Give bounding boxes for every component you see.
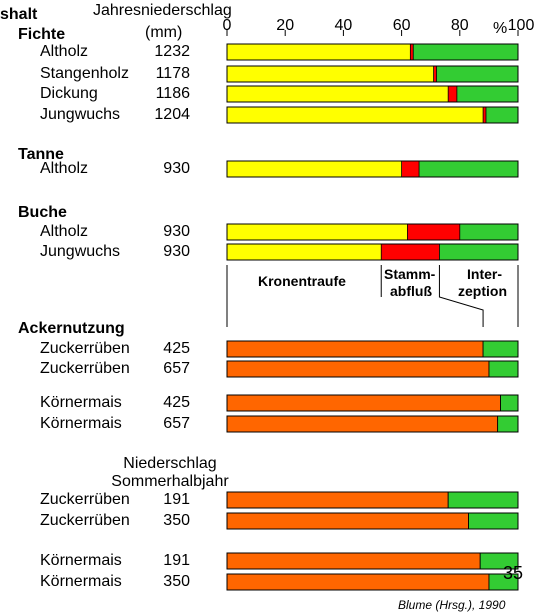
row-precipitation-value: 930 — [140, 243, 190, 261]
row-label: Jungwuchs — [40, 106, 120, 124]
row-label: Körnermais — [40, 415, 122, 433]
row-label: Zuckerrüben — [40, 512, 130, 530]
percent-unit-label: % — [493, 20, 507, 38]
bar-segment-interzeption — [448, 492, 518, 508]
row-precipitation-value: 930 — [140, 160, 190, 178]
x-tick-label: 20 — [276, 17, 294, 34]
x-tick-label: 80 — [451, 17, 469, 34]
row-label: Dickung — [40, 85, 98, 103]
bar-segment-kronentraufe — [227, 244, 381, 260]
row-precipitation-value: 425 — [140, 394, 190, 412]
group-heading-ackernutzung: Ackernutzung — [18, 320, 125, 338]
bar-segment-kronentraufe — [227, 161, 402, 177]
niederschlag-header: Niederschlag — [100, 455, 240, 473]
bar-segment-kronentraufe — [227, 361, 489, 377]
bar-segment-interzeption — [498, 416, 518, 432]
x-tick-label: 60 — [393, 17, 411, 34]
bar-segment-stammabfluss — [434, 66, 437, 82]
legend-interzeption-1: Inter- — [467, 266, 502, 282]
row-precipitation-value: 350 — [140, 573, 190, 591]
row-label: Stangenholz — [40, 65, 129, 83]
title-fragment: shalt — [0, 6, 37, 24]
row-label: Zuckerrüben — [40, 360, 130, 378]
legend-kronentraufe: Kronentraufe — [258, 273, 346, 289]
bar-segment-interzeption — [501, 395, 518, 411]
row-label: Körnermais — [40, 552, 122, 570]
group-heading-fichte: Fichte — [18, 26, 65, 44]
x-tick-label: 100 — [508, 17, 535, 34]
row-precipitation-value: 657 — [140, 415, 190, 433]
source-credit: Blume (Hrsg.), 1990 — [398, 596, 505, 614]
bar-segment-interzeption — [457, 86, 518, 102]
bar-segment-stammabfluss — [448, 86, 457, 102]
bar-segment-kronentraufe — [227, 553, 480, 569]
row-precipitation-value: 191 — [140, 491, 190, 509]
row-precipitation-value: 191 — [140, 552, 190, 570]
bar-segment-stammabfluss — [402, 161, 419, 177]
row-precipitation-value: 350 — [140, 512, 190, 530]
precip-column-header: Jahresniederschlag — [93, 2, 232, 20]
bar-segment-kronentraufe — [227, 492, 448, 508]
bar-segment-kronentraufe — [227, 395, 501, 411]
row-precipitation-value: 425 — [140, 340, 190, 358]
bar-segment-interzeption — [483, 341, 518, 357]
bar-segment-interzeption — [469, 513, 518, 529]
row-precipitation-value: 930 — [140, 223, 190, 241]
row-label: Zuckerrüben — [40, 340, 130, 358]
row-precipitation-value: 1186 — [140, 85, 190, 103]
group-heading-buche: Buche — [18, 204, 67, 222]
legend-stammabfluss-2: abfluß — [390, 283, 432, 299]
bar-segment-interzeption — [486, 107, 518, 123]
bar-segment-interzeption — [489, 361, 518, 377]
bar-segment-interzeption — [439, 244, 518, 260]
row-label: Körnermais — [40, 394, 122, 412]
row-label: Jungwuchs — [40, 243, 120, 261]
bar-segment-stammabfluss — [407, 224, 459, 240]
bar-segment-kronentraufe — [227, 513, 469, 529]
row-label: Altholz — [40, 160, 88, 178]
bar-segment-interzeption — [437, 66, 518, 82]
row-label: Altholz — [40, 223, 88, 241]
sommerhalbjahr-header: Sommerhalbjahr — [100, 473, 240, 491]
row-precipitation-value: 1178 — [140, 65, 190, 83]
bar-segment-kronentraufe — [227, 574, 489, 590]
row-label: Altholz — [40, 43, 88, 61]
bar-segment-stammabfluss — [381, 244, 439, 260]
bar-segment-interzeption — [419, 161, 518, 177]
bar-segment-kronentraufe — [227, 44, 410, 60]
row-precipitation-value: 1204 — [140, 106, 190, 124]
bar-segment-kronentraufe — [227, 86, 448, 102]
bar-segment-interzeption — [460, 224, 518, 240]
bar-segment-stammabfluss — [483, 107, 486, 123]
bar-segment-kronentraufe — [227, 341, 483, 357]
bar-segment-kronentraufe — [227, 107, 483, 123]
bar-segment-stammabfluss — [410, 44, 413, 60]
page-number: 35 — [503, 564, 523, 582]
legend-interzeption-2: zeption — [458, 283, 507, 299]
precip-unit-label: (mm) — [145, 24, 182, 42]
row-precipitation-value: 657 — [140, 360, 190, 378]
bar-segment-interzeption — [413, 44, 518, 60]
legend-stammabfluss-1: Stamm- — [384, 266, 435, 282]
row-precipitation-value: 1232 — [140, 43, 190, 61]
row-label: Körnermais — [40, 573, 122, 591]
bar-segment-kronentraufe — [227, 416, 498, 432]
bar-segment-kronentraufe — [227, 224, 407, 240]
bar-segment-kronentraufe — [227, 66, 434, 82]
x-tick-label: 40 — [335, 17, 353, 34]
row-label: Zuckerrüben — [40, 491, 130, 509]
